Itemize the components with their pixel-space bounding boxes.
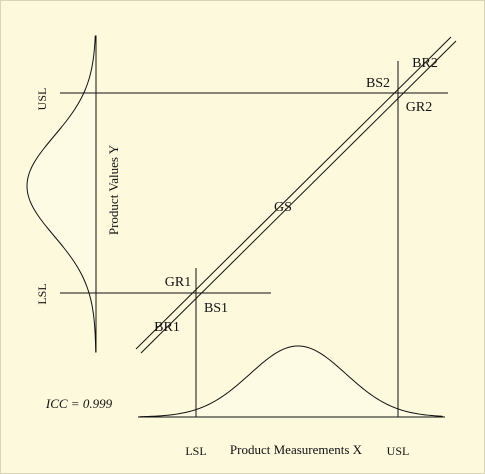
icc-value: ICC = 0.999: [45, 396, 113, 411]
region-bs1-label: BS1: [204, 301, 228, 316]
diagonal-band-lower: [140, 40, 457, 354]
region-bs2-label: BS2: [366, 76, 390, 91]
x-distribution-curve: [139, 345, 445, 418]
y-lsl-label: LSL: [35, 283, 49, 304]
y-axis-label: Product Values Y: [106, 144, 121, 235]
region-gr2-label: GR2: [406, 100, 432, 115]
region-gr1-label: GR1: [165, 275, 191, 290]
x-lsl-label: LSL: [185, 444, 206, 458]
y-usl-label: USL: [35, 88, 49, 111]
diagonal-band-upper: [135, 36, 452, 350]
y-distribution-curve: [26, 35, 97, 353]
x-usl-label: USL: [387, 444, 410, 458]
region-br2-label: BR2: [412, 56, 438, 71]
x-axis-label: Product Measurements X: [230, 442, 363, 457]
region-br1-label: BR1: [154, 320, 180, 335]
region-gs-label: GS: [274, 200, 292, 215]
